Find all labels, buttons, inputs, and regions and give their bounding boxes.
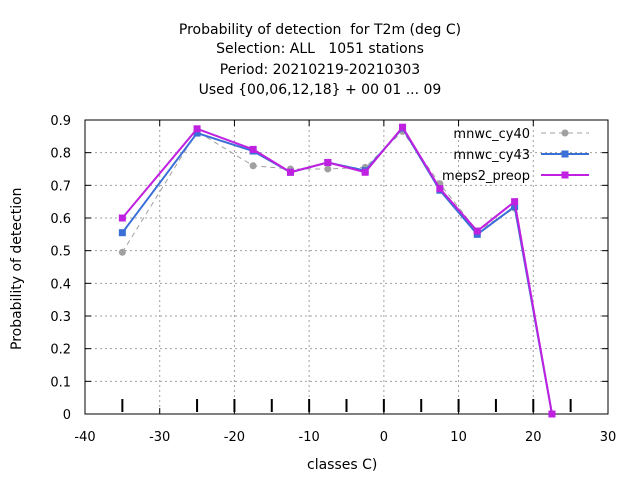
x-tick-label: -40 xyxy=(74,430,95,445)
x-tick-label: -20 xyxy=(224,430,245,445)
data-point xyxy=(361,168,369,176)
x-tick-label: 10 xyxy=(450,430,467,445)
data-point xyxy=(436,185,444,193)
chart-title-line-3: Period: 20210219-20210303 xyxy=(219,62,421,78)
y-tick-label: 0.8 xyxy=(50,147,71,162)
data-point xyxy=(511,198,519,206)
data-point xyxy=(473,227,481,235)
chart-title-line-1: Probability of detection for T2m (deg C) xyxy=(178,22,462,38)
data-point xyxy=(249,145,257,153)
y-tick-label: 0.7 xyxy=(50,179,71,194)
x-axis-label: classes C) xyxy=(307,457,378,473)
legend-marker xyxy=(561,150,569,158)
y-tick-label: 0.2 xyxy=(50,343,71,358)
y-tick-label: 0.4 xyxy=(50,277,71,292)
chart-title-line-2: Selection: ALL 1051 stations xyxy=(216,41,424,57)
data-point xyxy=(324,158,332,166)
y-tick-label: 0.1 xyxy=(50,375,71,390)
legend-marker xyxy=(561,171,569,179)
data-point xyxy=(118,229,126,237)
data-point xyxy=(286,168,294,176)
y-tick-label: 0 xyxy=(63,408,71,423)
data-point xyxy=(324,165,332,173)
legend-label: mnwc_cy40 xyxy=(453,127,530,142)
data-point xyxy=(399,123,407,131)
legend-label: mnwc_cy43 xyxy=(453,148,530,163)
data-point xyxy=(118,248,126,256)
data-point xyxy=(249,162,257,170)
x-tick-label: 30 xyxy=(600,430,617,445)
x-tick-label: 20 xyxy=(525,430,542,445)
data-point xyxy=(118,214,126,222)
data-point xyxy=(548,410,556,418)
chart-title-line-4: Used {00,06,12,18} + 00 01 ... 09 xyxy=(198,82,442,98)
x-tick-label: -30 xyxy=(149,430,170,445)
y-tick-label: 0.3 xyxy=(50,310,71,325)
series-meps2_preop xyxy=(118,123,556,418)
x-tick-label: 0 xyxy=(380,430,388,445)
legend-marker xyxy=(561,129,569,137)
data-point xyxy=(193,125,201,133)
plot-frame xyxy=(84,119,609,415)
y-tick-label: 0.5 xyxy=(50,245,71,260)
y-tick-label: 0.9 xyxy=(50,114,71,129)
legend-label: meps2_preop xyxy=(442,169,530,184)
data-point xyxy=(193,129,201,137)
y-tick-label: 0.6 xyxy=(50,212,71,227)
y-axis-label: Probability of detection xyxy=(9,187,25,350)
x-tick-label: -10 xyxy=(299,430,320,445)
